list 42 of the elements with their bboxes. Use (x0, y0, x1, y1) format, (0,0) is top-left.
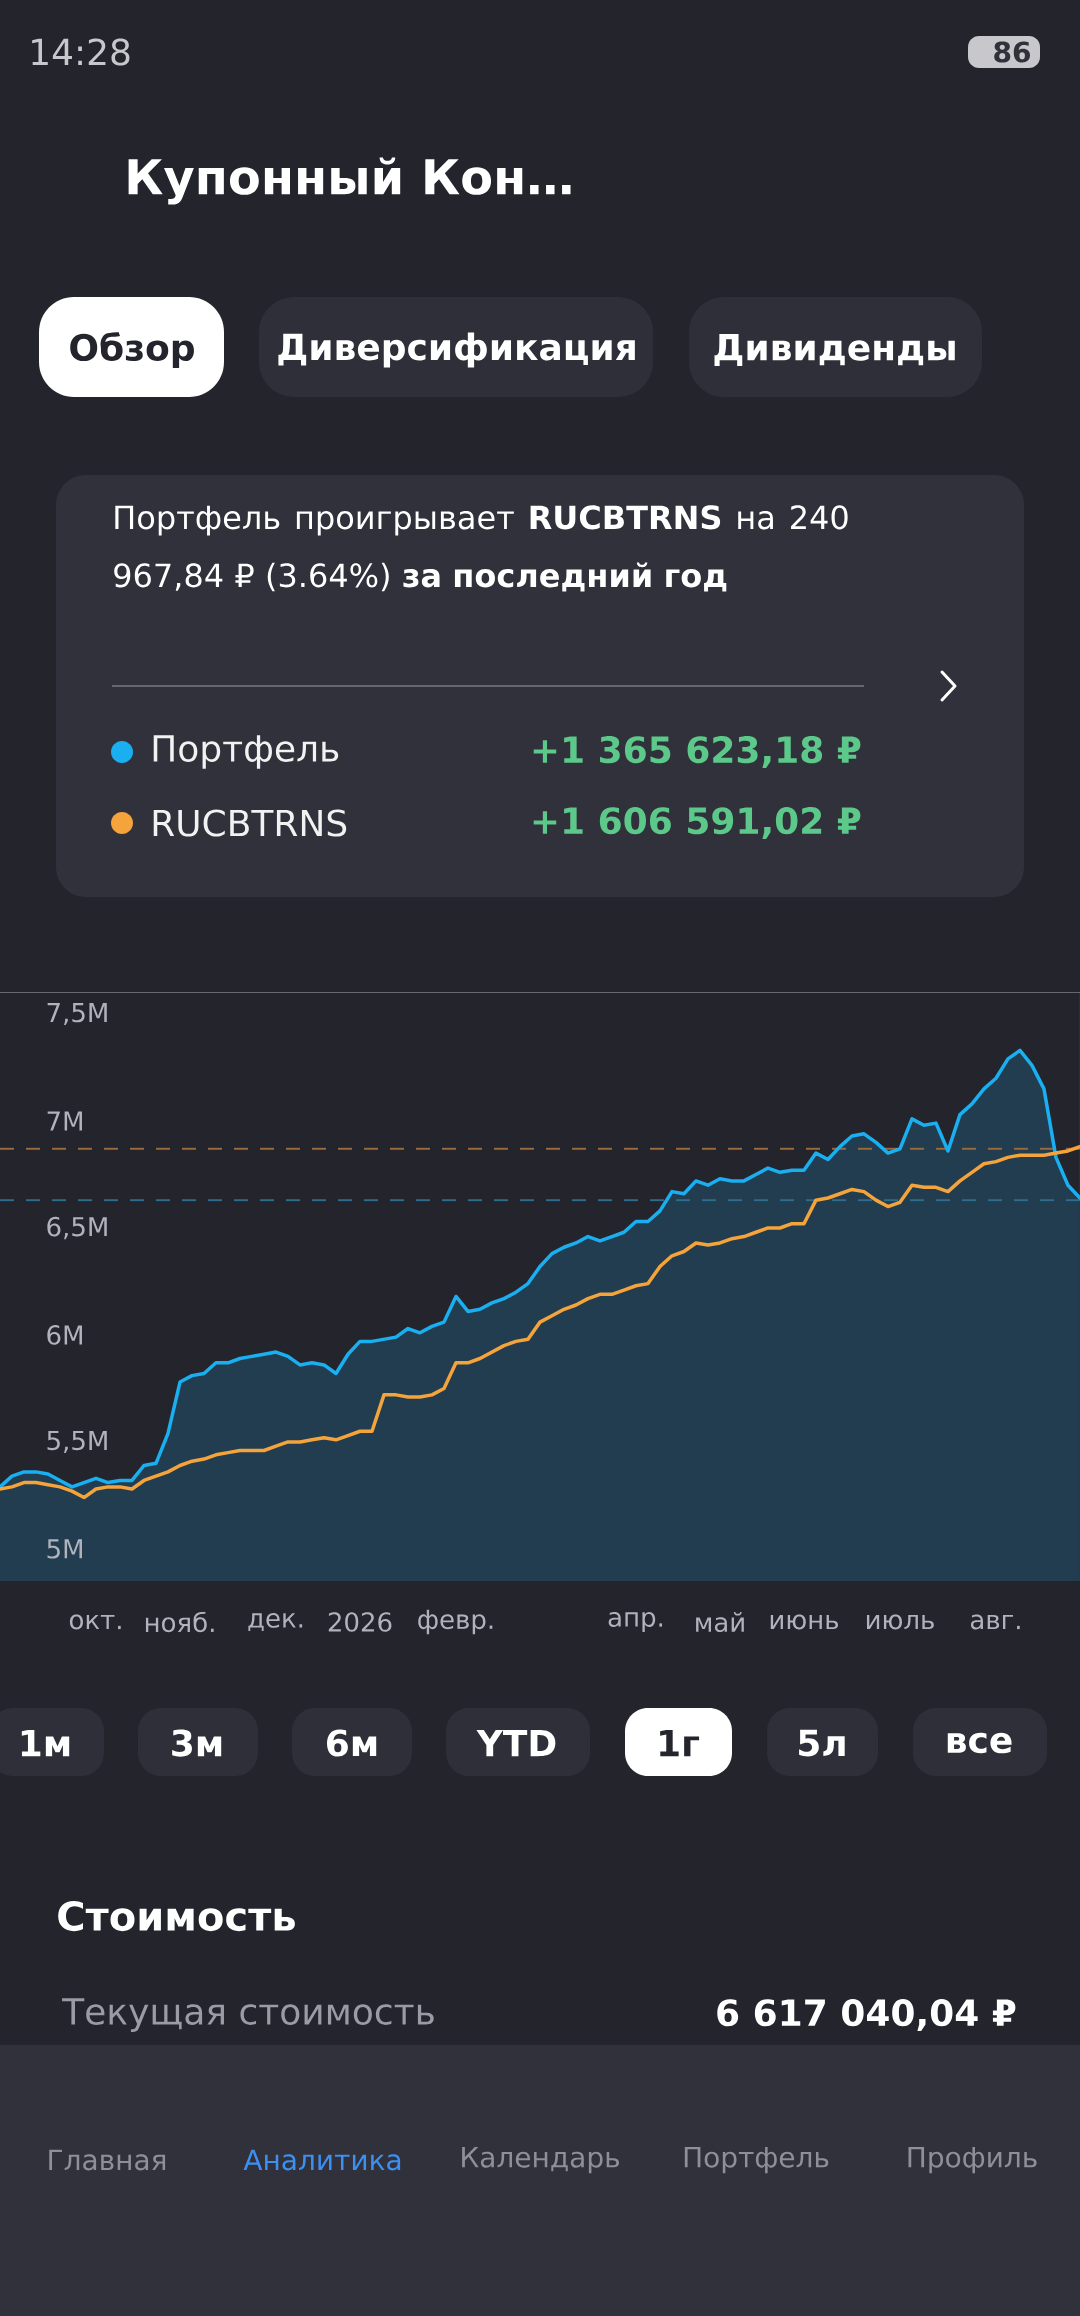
text: 86 (994, 41, 1030, 63)
text: Главная (49, 2149, 166, 2171)
text: Диверсификация (278, 332, 635, 368)
x-tick-label: нояб. (145, 1611, 214, 1633)
x-tick-label: авг. (970, 1614, 1020, 1630)
text: Дивиденды (714, 334, 955, 366)
text: +1 365 623,18 ₽ (533, 736, 861, 768)
text: 5л (799, 1729, 845, 1757)
legend-label: RUCBTRNS (153, 809, 347, 837)
y-tick-label: 6,5M (47, 1216, 107, 1240)
y-tick-label: 6M (47, 1325, 82, 1345)
x-tick-label: 2026 (328, 1612, 392, 1632)
text: 3м (172, 1729, 222, 1757)
x-tick-label: дек. (248, 1612, 303, 1632)
text: Купонный Кон… (128, 157, 571, 205)
x-tick-label: июнь (770, 1614, 838, 1630)
x-tick-label: окт. (69, 1614, 121, 1630)
legend-label: Портфель (153, 735, 339, 769)
text: 14:28 (32, 38, 130, 66)
y-tick-label: 7,5M (47, 1003, 107, 1026)
y-tick-label: 5,5M (47, 1430, 107, 1453)
text: 6м (326, 1729, 377, 1757)
text: YTD (476, 1729, 556, 1757)
text: 1м (21, 1729, 70, 1757)
x-tick-label: апр. (608, 1612, 663, 1633)
text: Портфель (684, 2146, 829, 2174)
text: +1 606 591,02 ₽ (533, 807, 861, 839)
x-tick-label: май (696, 1611, 744, 1633)
text: 1г (660, 1729, 700, 1757)
text: Календарь (462, 2146, 619, 2174)
text: Профиль (908, 2146, 1037, 2174)
x-tick-label: июль (866, 1614, 934, 1630)
text: все (947, 1732, 1012, 1754)
chart-title: Портфель проигрывает RUCBTRNS на 240 967,84 ₽ (3.64%) за последний год (114, 505, 848, 592)
text: 6 617 040,04 ₽ (717, 1999, 1016, 2031)
y-tick-label: 7M (47, 1111, 82, 1131)
text: Стоимость (58, 1900, 295, 1932)
x-tick-label: февр. (418, 1609, 493, 1635)
text: Обзор (70, 332, 194, 369)
text: Аналитика (243, 2149, 401, 2171)
y-tick-label: 5M (47, 1539, 82, 1559)
text: Текущая стоимость (62, 1998, 434, 2032)
